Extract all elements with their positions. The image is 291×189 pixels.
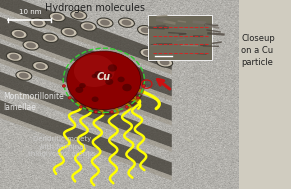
Ellipse shape — [160, 60, 170, 65]
Circle shape — [92, 74, 97, 78]
Ellipse shape — [141, 27, 150, 33]
Circle shape — [94, 71, 103, 78]
Circle shape — [122, 84, 132, 91]
Circle shape — [107, 73, 112, 78]
Ellipse shape — [97, 18, 113, 27]
Ellipse shape — [64, 29, 74, 35]
Circle shape — [105, 78, 113, 85]
Ellipse shape — [80, 22, 96, 31]
Ellipse shape — [11, 29, 27, 39]
Ellipse shape — [157, 58, 173, 67]
Circle shape — [67, 51, 141, 110]
Ellipse shape — [100, 20, 110, 26]
Text: Hydrogen molecules: Hydrogen molecules — [45, 3, 146, 13]
Polygon shape — [0, 15, 172, 96]
Circle shape — [74, 55, 115, 87]
Text: Dendritic moiety
with terminal
thioglycerol groups: Dendritic moiety with terminal thioglyce… — [29, 136, 96, 157]
Ellipse shape — [16, 71, 32, 80]
Text: Montmorillonite
lamellae: Montmorillonite lamellae — [3, 92, 64, 112]
Ellipse shape — [33, 61, 49, 71]
Bar — [148, 15, 212, 60]
Ellipse shape — [45, 35, 55, 41]
Circle shape — [110, 111, 113, 113]
Ellipse shape — [61, 27, 77, 37]
Circle shape — [67, 53, 145, 115]
Ellipse shape — [26, 43, 36, 48]
Circle shape — [94, 111, 97, 113]
Polygon shape — [0, 0, 172, 70]
Ellipse shape — [36, 63, 45, 69]
Polygon shape — [0, 57, 172, 126]
Ellipse shape — [157, 35, 167, 41]
Ellipse shape — [52, 14, 62, 20]
Ellipse shape — [42, 33, 58, 43]
Polygon shape — [0, 83, 172, 152]
Circle shape — [68, 96, 71, 99]
Ellipse shape — [143, 50, 153, 56]
Circle shape — [136, 96, 140, 99]
Text: Closeup
on a Cu
particle: Closeup on a Cu particle — [241, 34, 275, 67]
Ellipse shape — [83, 24, 93, 29]
Circle shape — [79, 83, 86, 88]
Ellipse shape — [49, 12, 65, 22]
Circle shape — [108, 64, 117, 72]
Ellipse shape — [9, 54, 19, 60]
Ellipse shape — [118, 18, 134, 27]
Ellipse shape — [19, 73, 29, 78]
Ellipse shape — [74, 12, 84, 18]
Circle shape — [79, 105, 83, 108]
Circle shape — [92, 97, 99, 102]
Ellipse shape — [138, 26, 154, 35]
Polygon shape — [0, 98, 172, 176]
Text: 10 nm: 10 nm — [19, 9, 41, 15]
Ellipse shape — [168, 44, 184, 54]
Ellipse shape — [33, 20, 43, 26]
Polygon shape — [0, 42, 172, 121]
Polygon shape — [0, 32, 172, 101]
Ellipse shape — [30, 18, 46, 27]
Ellipse shape — [14, 31, 24, 37]
Circle shape — [118, 77, 125, 82]
Ellipse shape — [71, 10, 87, 20]
Ellipse shape — [172, 46, 182, 52]
Circle shape — [125, 105, 128, 108]
Ellipse shape — [122, 20, 132, 26]
Ellipse shape — [140, 48, 156, 58]
Text: Cu: Cu — [97, 72, 111, 81]
Ellipse shape — [154, 33, 170, 43]
Circle shape — [75, 87, 83, 93]
Circle shape — [62, 85, 65, 87]
Polygon shape — [0, 112, 172, 180]
Polygon shape — [0, 6, 172, 75]
Polygon shape — [0, 70, 172, 147]
Ellipse shape — [6, 52, 22, 61]
Ellipse shape — [23, 41, 39, 50]
Circle shape — [142, 85, 146, 87]
